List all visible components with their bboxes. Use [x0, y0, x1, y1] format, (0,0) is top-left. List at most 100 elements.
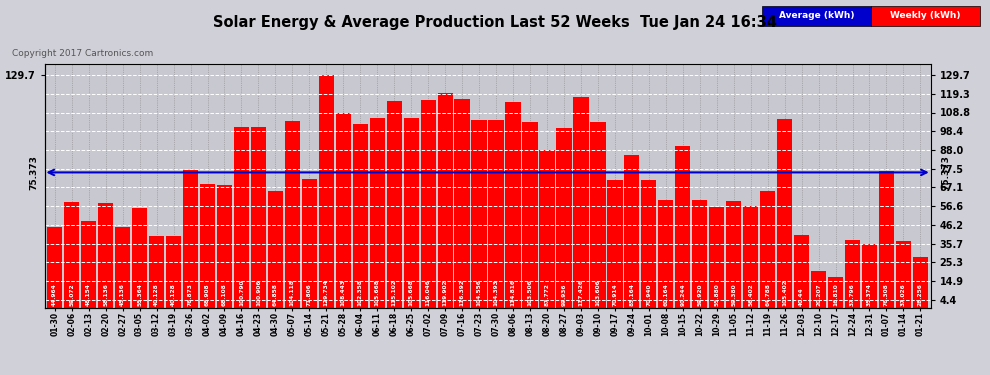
Text: 114.816: 114.816: [511, 279, 516, 306]
Bar: [386, 101, 402, 308]
Bar: [115, 226, 131, 308]
Bar: [726, 201, 742, 308]
Text: 70.914: 70.914: [613, 283, 618, 306]
Text: Weekly (kWh): Weekly (kWh): [890, 12, 961, 20]
Text: 28.256: 28.256: [918, 283, 923, 306]
Bar: [675, 146, 690, 308]
Bar: [64, 202, 79, 308]
Text: 129.734: 129.734: [324, 279, 329, 306]
Bar: [285, 121, 300, 308]
Bar: [658, 200, 673, 308]
Text: 68.908: 68.908: [205, 283, 210, 306]
Text: 56.402: 56.402: [748, 283, 753, 306]
Text: 85.164: 85.164: [630, 283, 635, 306]
Text: 99.936: 99.936: [561, 283, 566, 306]
Text: 48.154: 48.154: [86, 283, 91, 306]
Text: 40.128: 40.128: [171, 283, 176, 306]
Text: 76.873: 76.873: [188, 283, 193, 306]
Text: 37.796: 37.796: [850, 283, 855, 306]
Text: 103.606: 103.606: [595, 279, 600, 306]
Bar: [642, 180, 656, 308]
Text: 100.906: 100.906: [256, 279, 261, 306]
Text: 45.136: 45.136: [120, 283, 125, 306]
Bar: [607, 180, 623, 308]
Text: 40.128: 40.128: [154, 283, 159, 306]
Bar: [250, 127, 266, 308]
Text: 75.373: 75.373: [941, 155, 950, 190]
Bar: [794, 235, 809, 308]
Text: 105.402: 105.402: [782, 279, 787, 306]
Bar: [369, 118, 385, 308]
Bar: [234, 127, 249, 308]
Text: 117.426: 117.426: [578, 279, 583, 306]
Bar: [98, 203, 113, 308]
Text: 35.374: 35.374: [867, 283, 872, 306]
Text: Copyright 2017 Cartronics.com: Copyright 2017 Cartronics.com: [12, 49, 153, 58]
Bar: [404, 118, 419, 308]
Bar: [590, 122, 606, 308]
Text: 20.207: 20.207: [816, 283, 821, 306]
Bar: [81, 221, 96, 308]
Text: 68.108: 68.108: [222, 283, 227, 306]
Text: Solar Energy & Average Production Last 52 Weeks  Tue Jan 24 16:34: Solar Energy & Average Production Last 5…: [213, 15, 777, 30]
Text: 55.364: 55.364: [137, 283, 143, 306]
Bar: [319, 75, 334, 307]
Bar: [336, 113, 350, 308]
Text: 116.046: 116.046: [426, 279, 431, 306]
Text: 119.902: 119.902: [443, 279, 447, 306]
Text: 59.380: 59.380: [732, 283, 737, 306]
Text: 58.136: 58.136: [103, 283, 108, 306]
Text: 105.668: 105.668: [409, 279, 414, 306]
Bar: [625, 155, 640, 308]
Text: 115.102: 115.102: [392, 279, 397, 306]
Text: 71.806: 71.806: [307, 283, 312, 306]
Bar: [896, 241, 911, 308]
Bar: [540, 150, 554, 308]
Text: 59.920: 59.920: [697, 283, 702, 306]
Bar: [844, 240, 860, 308]
Bar: [828, 278, 843, 308]
Text: 116.392: 116.392: [459, 279, 464, 306]
Text: 102.358: 102.358: [357, 279, 362, 306]
Bar: [421, 99, 436, 308]
Text: 108.443: 108.443: [341, 279, 346, 306]
Text: 55.880: 55.880: [714, 283, 719, 306]
Text: 103.506: 103.506: [528, 279, 533, 306]
Bar: [743, 206, 758, 308]
Text: 87.772: 87.772: [544, 283, 549, 306]
Bar: [879, 171, 894, 308]
Bar: [200, 184, 215, 308]
Bar: [506, 102, 521, 308]
Bar: [132, 208, 148, 308]
Bar: [488, 120, 504, 308]
Bar: [302, 179, 317, 308]
Text: 104.118: 104.118: [290, 279, 295, 306]
Bar: [556, 128, 571, 308]
Text: 75.373: 75.373: [30, 155, 39, 190]
Text: Average (kWh): Average (kWh): [779, 12, 854, 20]
Bar: [573, 97, 589, 308]
Bar: [777, 118, 792, 308]
Bar: [352, 124, 368, 308]
Bar: [148, 236, 164, 308]
Text: 16.810: 16.810: [833, 283, 839, 306]
Bar: [913, 257, 928, 307]
Bar: [862, 244, 877, 308]
Bar: [166, 236, 181, 308]
Bar: [523, 122, 538, 308]
Text: 76.308: 76.308: [884, 283, 889, 306]
Text: 70.940: 70.940: [646, 283, 651, 306]
Text: 104.393: 104.393: [494, 279, 499, 306]
Text: 105.668: 105.668: [375, 279, 380, 306]
Text: 100.790: 100.790: [239, 279, 244, 306]
Bar: [811, 271, 827, 308]
Text: 40.44: 40.44: [799, 287, 804, 306]
Text: 90.244: 90.244: [680, 283, 685, 306]
Text: 64.788: 64.788: [765, 283, 770, 306]
Bar: [760, 191, 775, 308]
Bar: [471, 120, 487, 308]
Text: 44.964: 44.964: [52, 283, 57, 306]
Text: 59.072: 59.072: [69, 283, 74, 306]
Bar: [438, 93, 452, 308]
Bar: [709, 207, 725, 308]
